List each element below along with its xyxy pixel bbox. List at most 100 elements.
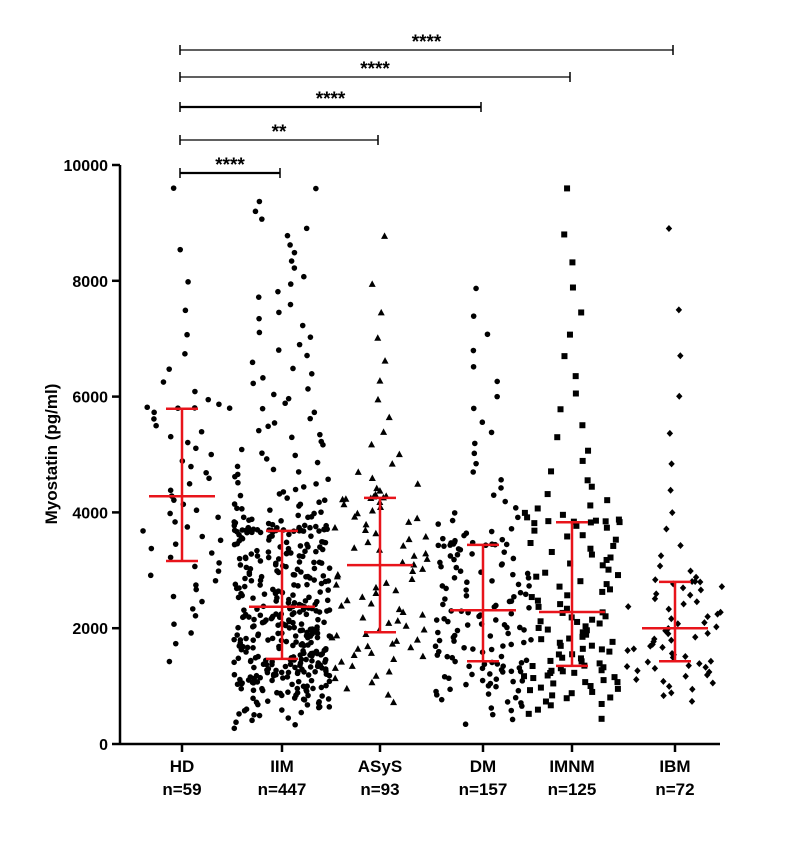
data-point bbox=[331, 674, 339, 682]
data-point bbox=[668, 636, 675, 644]
data-point bbox=[392, 586, 400, 594]
data-point bbox=[604, 497, 611, 504]
data-point bbox=[542, 698, 549, 705]
data-point bbox=[602, 613, 609, 620]
significance-label: **** bbox=[316, 89, 346, 110]
data-point bbox=[321, 497, 328, 504]
data-point bbox=[296, 341, 303, 348]
data-point bbox=[508, 610, 515, 617]
data-point bbox=[419, 565, 427, 572]
data-point bbox=[368, 507, 376, 514]
data-point bbox=[279, 707, 285, 713]
data-point bbox=[524, 570, 531, 577]
data-point bbox=[275, 288, 281, 295]
data-point bbox=[675, 306, 683, 314]
data-point bbox=[611, 674, 618, 681]
data-point bbox=[537, 684, 544, 691]
data-point bbox=[333, 631, 341, 639]
data-point bbox=[285, 395, 292, 402]
data-point bbox=[290, 592, 296, 598]
data-point bbox=[302, 548, 308, 555]
data-point bbox=[234, 471, 241, 478]
data-point bbox=[274, 568, 280, 574]
data-point bbox=[526, 605, 532, 611]
data-point bbox=[242, 611, 249, 618]
data-point bbox=[350, 544, 358, 551]
data-point bbox=[240, 514, 247, 521]
data-point bbox=[368, 474, 376, 482]
data-point bbox=[304, 581, 310, 588]
data-point bbox=[253, 672, 260, 679]
data-point bbox=[367, 649, 375, 656]
data-point bbox=[334, 571, 342, 578]
data-point bbox=[488, 429, 495, 436]
data-point bbox=[309, 658, 315, 664]
data-point bbox=[265, 549, 272, 555]
data-point bbox=[492, 617, 499, 623]
data-point bbox=[300, 648, 306, 654]
data-point bbox=[274, 689, 280, 696]
data-point bbox=[297, 543, 304, 549]
data-point bbox=[561, 353, 568, 360]
data-point bbox=[259, 450, 265, 456]
data-point bbox=[295, 669, 301, 675]
data-point bbox=[521, 509, 528, 516]
data-point bbox=[264, 667, 270, 673]
y-tick-label: 8000 bbox=[72, 274, 108, 291]
data-point bbox=[186, 480, 193, 487]
data-point bbox=[300, 696, 307, 703]
data-point bbox=[198, 428, 205, 435]
data-point bbox=[510, 678, 516, 685]
data-point bbox=[697, 586, 705, 594]
data-point bbox=[623, 662, 631, 670]
data-point bbox=[610, 542, 617, 549]
data-point bbox=[182, 351, 188, 357]
data-point bbox=[419, 611, 427, 618]
data-point bbox=[167, 554, 174, 561]
data-point bbox=[291, 265, 298, 271]
x-tick-label: IBM bbox=[659, 757, 690, 776]
data-point bbox=[314, 634, 321, 641]
data-point bbox=[563, 605, 570, 612]
data-point bbox=[388, 460, 396, 467]
data-point bbox=[438, 696, 445, 703]
data-point bbox=[572, 390, 579, 397]
data-point bbox=[325, 696, 332, 702]
data-point bbox=[692, 573, 700, 581]
y-tick-label: 10000 bbox=[64, 158, 109, 175]
data-point bbox=[707, 657, 715, 665]
data-point bbox=[311, 565, 318, 572]
data-point bbox=[588, 551, 595, 558]
data-point bbox=[388, 640, 396, 647]
data-point bbox=[535, 624, 542, 631]
data-point bbox=[249, 717, 255, 724]
data-point bbox=[372, 589, 380, 597]
data-point bbox=[524, 514, 531, 521]
data-point bbox=[337, 658, 345, 665]
data-point bbox=[323, 682, 329, 689]
data-point bbox=[488, 705, 495, 711]
data-point bbox=[508, 668, 515, 675]
data-point bbox=[234, 528, 240, 535]
data-point bbox=[423, 555, 431, 562]
data-point bbox=[337, 602, 345, 609]
data-point bbox=[237, 492, 244, 499]
data-point bbox=[571, 669, 578, 676]
data-point bbox=[289, 681, 295, 688]
data-point bbox=[519, 678, 526, 684]
data-point bbox=[250, 595, 256, 601]
data-point bbox=[494, 378, 501, 385]
data-point bbox=[298, 621, 305, 627]
data-point bbox=[259, 216, 265, 222]
data-point bbox=[413, 514, 421, 522]
group-n-label: n=447 bbox=[258, 780, 307, 799]
data-point bbox=[481, 661, 488, 668]
data-point bbox=[312, 668, 318, 675]
data-point bbox=[185, 279, 191, 285]
data-point bbox=[231, 519, 238, 525]
data-point bbox=[454, 551, 461, 558]
data-point bbox=[442, 596, 448, 602]
data-point bbox=[498, 653, 505, 660]
data-point bbox=[653, 590, 660, 598]
data-point bbox=[659, 643, 666, 651]
